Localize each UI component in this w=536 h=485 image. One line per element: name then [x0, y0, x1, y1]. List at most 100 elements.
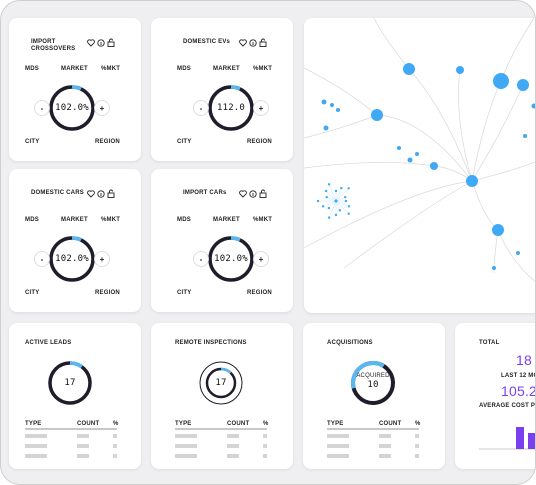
- node: [334, 189, 338, 193]
- node: [325, 195, 328, 199]
- control-button[interactable]: [253, 251, 269, 267]
- metric-label: MDS: [177, 217, 191, 223]
- gauge-card: DOMESTIC EVs MDS MARKET %MKT - +112.0 CITY REGI…: [151, 18, 293, 161]
- footer-label: REGION: [95, 290, 120, 296]
- card-actions[interactable]: [239, 38, 269, 48]
- control-label[interactable]: +: [100, 104, 105, 113]
- lock-icon[interactable]: [107, 41, 115, 47]
- network-graph: [304, 18, 535, 282]
- placeholder-cell: [415, 434, 419, 438]
- metric-label: %MKT: [253, 66, 273, 72]
- favorite-icon[interactable]: [87, 190, 95, 198]
- control-button[interactable]: [34, 251, 50, 267]
- control-button[interactable]: [193, 100, 209, 116]
- donut-outer: [199, 361, 243, 405]
- metric-label: MDS: [177, 66, 191, 72]
- donut: [175, 361, 267, 458]
- table-header: %: [415, 421, 421, 427]
- table-header: TYPE: [25, 421, 42, 427]
- placeholder-cell: [113, 454, 117, 458]
- info-icon[interactable]: [97, 190, 105, 198]
- control-label[interactable]: +: [259, 104, 264, 113]
- gauge: - +: [193, 236, 269, 282]
- control-button[interactable]: [253, 100, 269, 116]
- footer-label: CITY: [177, 290, 192, 296]
- donut-value: 10: [367, 380, 379, 390]
- footer-label: CITY: [25, 139, 40, 145]
- favorite-icon[interactable]: [87, 39, 95, 47]
- control-label[interactable]: -: [200, 104, 203, 113]
- node: [316, 199, 320, 203]
- gauge-card: IMPORT CARs MDS MARKET %MKT - +102.0% CITY REGI…: [151, 169, 293, 312]
- total-card: TOTAL 18 LAST 12 MON 105.2 AVERAGE COST PER …: [455, 323, 536, 469]
- donut: [327, 361, 419, 458]
- node: [344, 199, 348, 203]
- gauge: - +: [34, 85, 110, 131]
- placeholder-cell: [379, 434, 391, 438]
- network-panel: [304, 18, 535, 313]
- placeholder-cell: [327, 444, 349, 448]
- edge: [328, 200, 337, 218]
- placeholder-cell: [25, 434, 47, 438]
- placeholder-cell: [227, 434, 239, 438]
- footer-label: CITY: [177, 139, 192, 145]
- control-button[interactable]: [94, 251, 110, 267]
- control-button[interactable]: [193, 251, 209, 267]
- card-title: DOMESTIC EVs: [183, 39, 231, 45]
- control-label[interactable]: +: [100, 255, 105, 264]
- info-icon[interactable]: [97, 39, 105, 47]
- placeholder-cell: [175, 454, 197, 458]
- control-button[interactable]: [94, 100, 110, 116]
- total-average: 105.2: [501, 383, 536, 399]
- placeholder-cell: [25, 444, 47, 448]
- placeholder-cell: [25, 454, 47, 458]
- control-label[interactable]: -: [200, 255, 203, 264]
- placeholder-cell: [227, 444, 239, 448]
- placeholder-cell: [175, 444, 197, 448]
- gauge-arc: [48, 361, 92, 405]
- metric-label: %MKT: [253, 217, 273, 223]
- edge: [335, 187, 342, 202]
- node: [324, 189, 328, 193]
- gauge-arc: [208, 85, 254, 131]
- favorite-icon[interactable]: [239, 190, 247, 198]
- edge: [328, 184, 337, 202]
- info-icon[interactable]: [249, 190, 257, 198]
- placeholder-cell: [77, 434, 89, 438]
- node: [321, 205, 325, 208]
- card-actions[interactable]: [87, 38, 117, 48]
- card-actions[interactable]: [87, 189, 117, 199]
- favorite-icon[interactable]: [239, 39, 247, 47]
- node: [334, 199, 338, 203]
- metric-label: %MKT: [101, 217, 121, 223]
- node: [327, 216, 331, 219]
- metric-label: %MKT: [101, 66, 121, 72]
- node: [327, 206, 331, 210]
- placeholder-cell: [379, 454, 391, 458]
- gauge: - +: [193, 85, 269, 131]
- info-icon[interactable]: [249, 39, 257, 47]
- control-label[interactable]: +: [259, 255, 264, 264]
- lock-icon[interactable]: [107, 192, 115, 198]
- gauge-card: DOMESTIC CARS MDS MARKET %MKT - +102.0% CITY RE…: [9, 169, 141, 312]
- metric-label: MARKET: [213, 217, 240, 223]
- lock-icon[interactable]: [259, 192, 267, 198]
- card-title: IMPORT CARs: [183, 190, 227, 196]
- placeholder-cell: [175, 434, 197, 438]
- edge: [326, 196, 337, 202]
- node: [338, 209, 342, 212]
- metric-label: MARKET: [61, 66, 88, 72]
- control-button[interactable]: [34, 100, 50, 116]
- donut-value: 17: [64, 378, 76, 388]
- lock-icon[interactable]: [259, 41, 267, 47]
- table-header: %: [113, 421, 119, 427]
- node: [347, 187, 350, 190]
- gauge-arc: [49, 85, 95, 131]
- edge: [335, 200, 341, 211]
- gauge-value: 102.0%: [55, 254, 89, 264]
- bar: [516, 427, 524, 449]
- control-label[interactable]: -: [41, 255, 44, 264]
- card-actions[interactable]: [239, 189, 269, 199]
- control-label[interactable]: -: [41, 104, 44, 113]
